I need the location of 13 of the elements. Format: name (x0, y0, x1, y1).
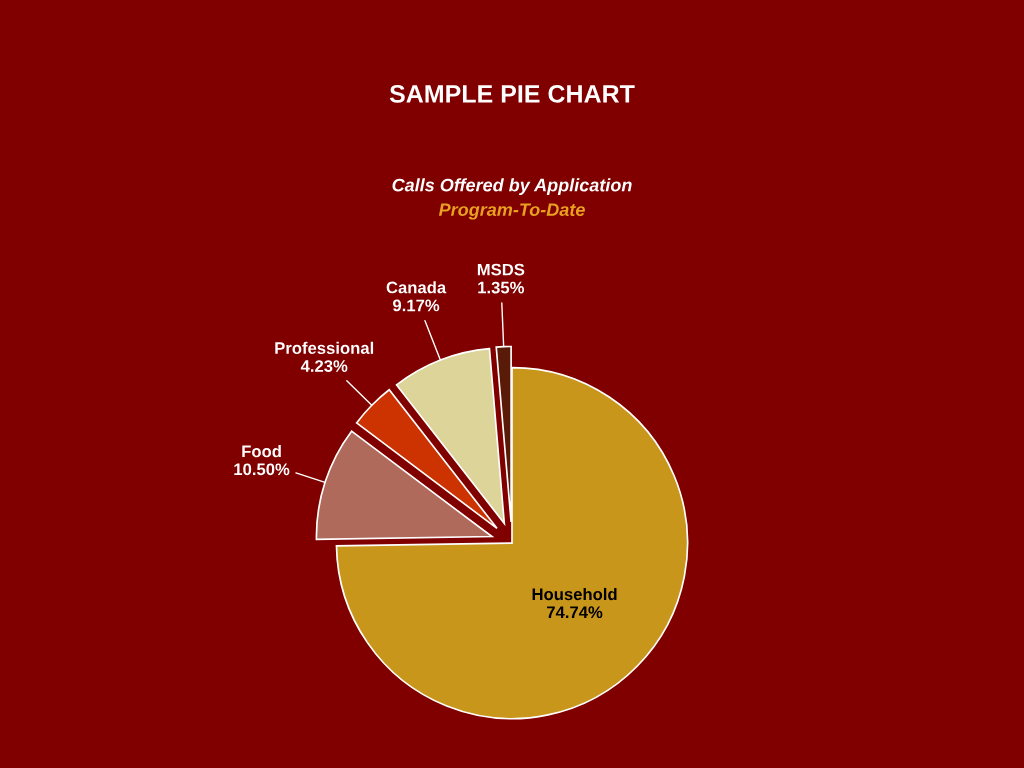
chart-title: SAMPLE PIE CHART (389, 85, 635, 103)
data-label: 10.50% (234, 463, 290, 476)
slice-label: Professional (275, 341, 374, 354)
text: Program-To-Date (438, 203, 585, 220)
data-label: 4.23% (300, 360, 348, 372)
data-label: 9.17% (393, 299, 440, 312)
data-label: 74.74% (547, 606, 603, 619)
slice-label: Food (242, 445, 281, 458)
slice-label: Household (532, 587, 617, 601)
slice-label: MSDS (477, 263, 525, 276)
chart-subtitle: Calls Offered by Application (392, 178, 632, 196)
slice-label: Canada (386, 281, 447, 294)
data-label: 1.35% (478, 281, 525, 294)
